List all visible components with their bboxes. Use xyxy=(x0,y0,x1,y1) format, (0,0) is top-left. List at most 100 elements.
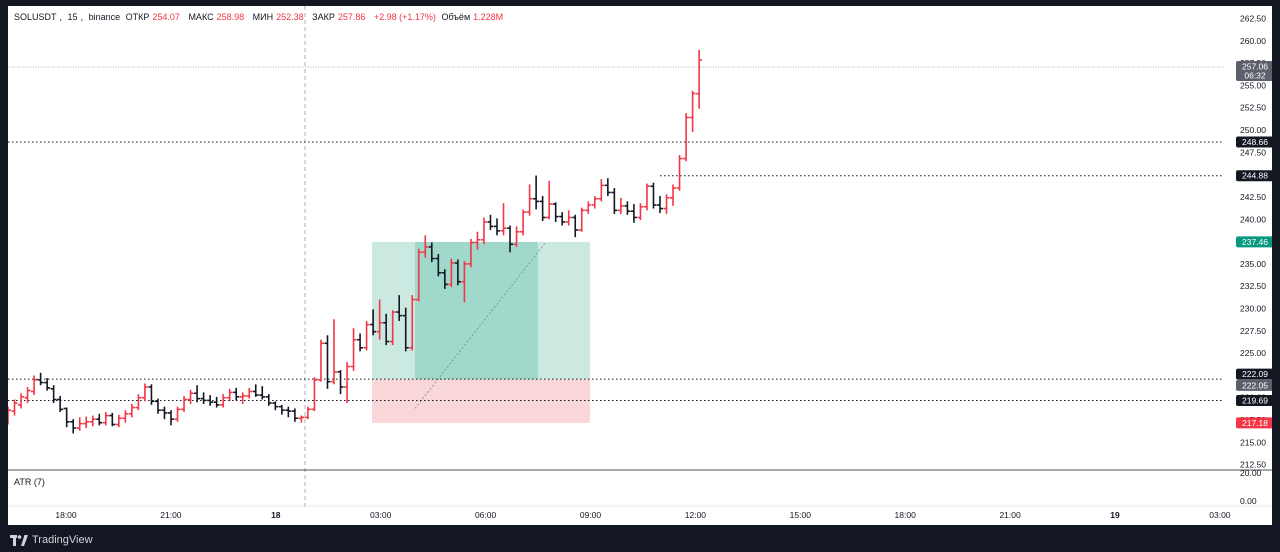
ohlc-bar xyxy=(194,385,201,403)
ohlc-bar xyxy=(344,362,351,404)
ohlc-bar xyxy=(454,259,461,286)
price-tick-label: 227.50 xyxy=(1240,326,1266,336)
ohlc-bar xyxy=(246,387,253,399)
ohlc-bar xyxy=(474,231,481,250)
ohlc-bar xyxy=(435,254,442,277)
ohlc-bar xyxy=(578,207,585,232)
ohlc-bar xyxy=(415,248,422,302)
price-tick-label: 225.00 xyxy=(1240,348,1266,358)
ohlc-bar xyxy=(383,313,390,346)
legend-high-label: МАКС xyxy=(188,12,214,22)
ohlc-bar xyxy=(409,295,416,351)
ohlc-bar xyxy=(311,377,318,412)
ohlc-bar xyxy=(291,408,298,422)
ohlc-bar xyxy=(591,196,598,209)
price-tick-label: 232.50 xyxy=(1240,281,1266,291)
time-tick-label: 18:00 xyxy=(55,510,77,520)
ohlc-bar xyxy=(657,196,663,214)
price-tag-bg xyxy=(1236,417,1272,429)
legend-open-value: 254.07 xyxy=(152,12,180,22)
bottom-bar: TradingView xyxy=(0,528,1280,552)
ohlc-bar xyxy=(611,188,618,214)
ohlc-bar xyxy=(57,395,64,412)
ohlc-bar xyxy=(154,398,161,414)
time-tick-label: 19 xyxy=(1110,510,1120,520)
ohlc-bar xyxy=(50,385,57,404)
legend-close-label: ЗАКР xyxy=(312,12,335,22)
price-tick-label: 212.50 xyxy=(1240,460,1266,470)
ohlc-bar xyxy=(559,212,566,226)
position-path-line xyxy=(414,241,547,409)
ohlc-bar xyxy=(96,413,103,426)
price-tick-label: 250.00 xyxy=(1240,125,1266,135)
ohlc-bar xyxy=(187,389,194,404)
price-tag: 237.46 xyxy=(1236,236,1272,248)
atr-tick-label: 0.00 xyxy=(1240,496,1257,506)
ohlc-bar xyxy=(396,295,403,321)
time-tick-label: 18:00 xyxy=(895,510,917,520)
ohlc-bar xyxy=(526,184,533,216)
ohlc-bar xyxy=(363,320,370,351)
ohlc-bar xyxy=(487,214,494,230)
ohlc-bar xyxy=(552,202,559,222)
ohlc-bar xyxy=(533,175,540,210)
price-tag-value: 222.09 xyxy=(1242,369,1268,379)
price-tick-label: 247.50 xyxy=(1240,147,1266,157)
ohlc-bar xyxy=(265,394,272,406)
atr-indicator-label[interactable]: ATR (7) xyxy=(14,477,45,487)
ohlc-bar xyxy=(331,319,337,385)
legend-symbol[interactable]: SOLUSDT xyxy=(14,12,57,22)
ohlc-bar xyxy=(546,180,553,220)
price-tag-bg xyxy=(1236,136,1272,148)
ohlc-bar xyxy=(181,395,188,412)
price-tick-label: 242.50 xyxy=(1240,192,1266,202)
tradingview-logo[interactable]: TradingView xyxy=(10,533,93,547)
ohlc-bar xyxy=(278,404,285,415)
ohlc-bar xyxy=(376,299,383,340)
symbol-legend: SOLUSDT, 15, binance ОТКР 254.07 МАКС 258.… xyxy=(14,12,504,22)
ohlc-bar xyxy=(18,393,25,409)
ohlc-bar xyxy=(585,201,592,214)
ohlc-bar xyxy=(357,333,364,352)
ohlc-bar xyxy=(389,310,396,346)
ohlc-bar xyxy=(676,155,683,191)
ohlc-bar xyxy=(259,386,266,400)
tradingview-brand: TradingView xyxy=(32,534,93,546)
legend-volume-value: 1.228M xyxy=(473,12,504,22)
ohlc-bar xyxy=(220,394,227,408)
price-tag-bg xyxy=(1236,170,1272,182)
ohlc-bar xyxy=(76,417,83,431)
ohlc-bar xyxy=(643,183,650,211)
price-tag-bg xyxy=(1236,379,1272,391)
time-tick-label: 21:00 xyxy=(160,510,182,520)
time-tick-label: 12:00 xyxy=(685,510,707,520)
ohlc-bar xyxy=(370,309,377,336)
ohlc-bar xyxy=(304,406,311,420)
ohlc-bar xyxy=(83,416,90,429)
price-tag-bg xyxy=(1236,236,1272,248)
legend-volume-label: Объём xyxy=(441,12,471,22)
ohlc-bar xyxy=(402,307,409,352)
time-tick-label: 03:00 xyxy=(370,510,392,520)
ohlc-bar xyxy=(539,196,546,222)
position-tool xyxy=(372,241,590,423)
ohlc-bar xyxy=(135,394,142,411)
chart-pane[interactable]: 262.50260.00257.50255.00252.50250.00247.… xyxy=(8,6,1272,525)
ohlc-bars xyxy=(8,49,703,434)
price-tag-value: 219.69 xyxy=(1242,395,1268,405)
legend-low-label: МИН xyxy=(252,12,274,22)
legend-change: +2.98 (+1.17%) xyxy=(373,12,436,22)
legend-interval: 15 xyxy=(67,12,78,22)
price-tag-countdown: 06:32 xyxy=(1244,71,1266,81)
price-tag: 244.88 xyxy=(1236,170,1272,182)
price-chart-svg[interactable]: 262.50260.00257.50255.00252.50250.00247.… xyxy=(8,6,1272,525)
price-tag: 219.69 xyxy=(1236,394,1272,406)
price-tick-label: 262.50 xyxy=(1240,13,1266,23)
ohlc-bar xyxy=(565,210,572,226)
legend-close-value: 257.86 xyxy=(337,12,366,22)
ohlc-bar xyxy=(598,179,605,202)
price-tick-label: 240.00 xyxy=(1240,214,1266,224)
ohlc-bar xyxy=(637,203,644,221)
ohlc-bar xyxy=(298,415,305,423)
ohlc-bar xyxy=(109,412,116,427)
